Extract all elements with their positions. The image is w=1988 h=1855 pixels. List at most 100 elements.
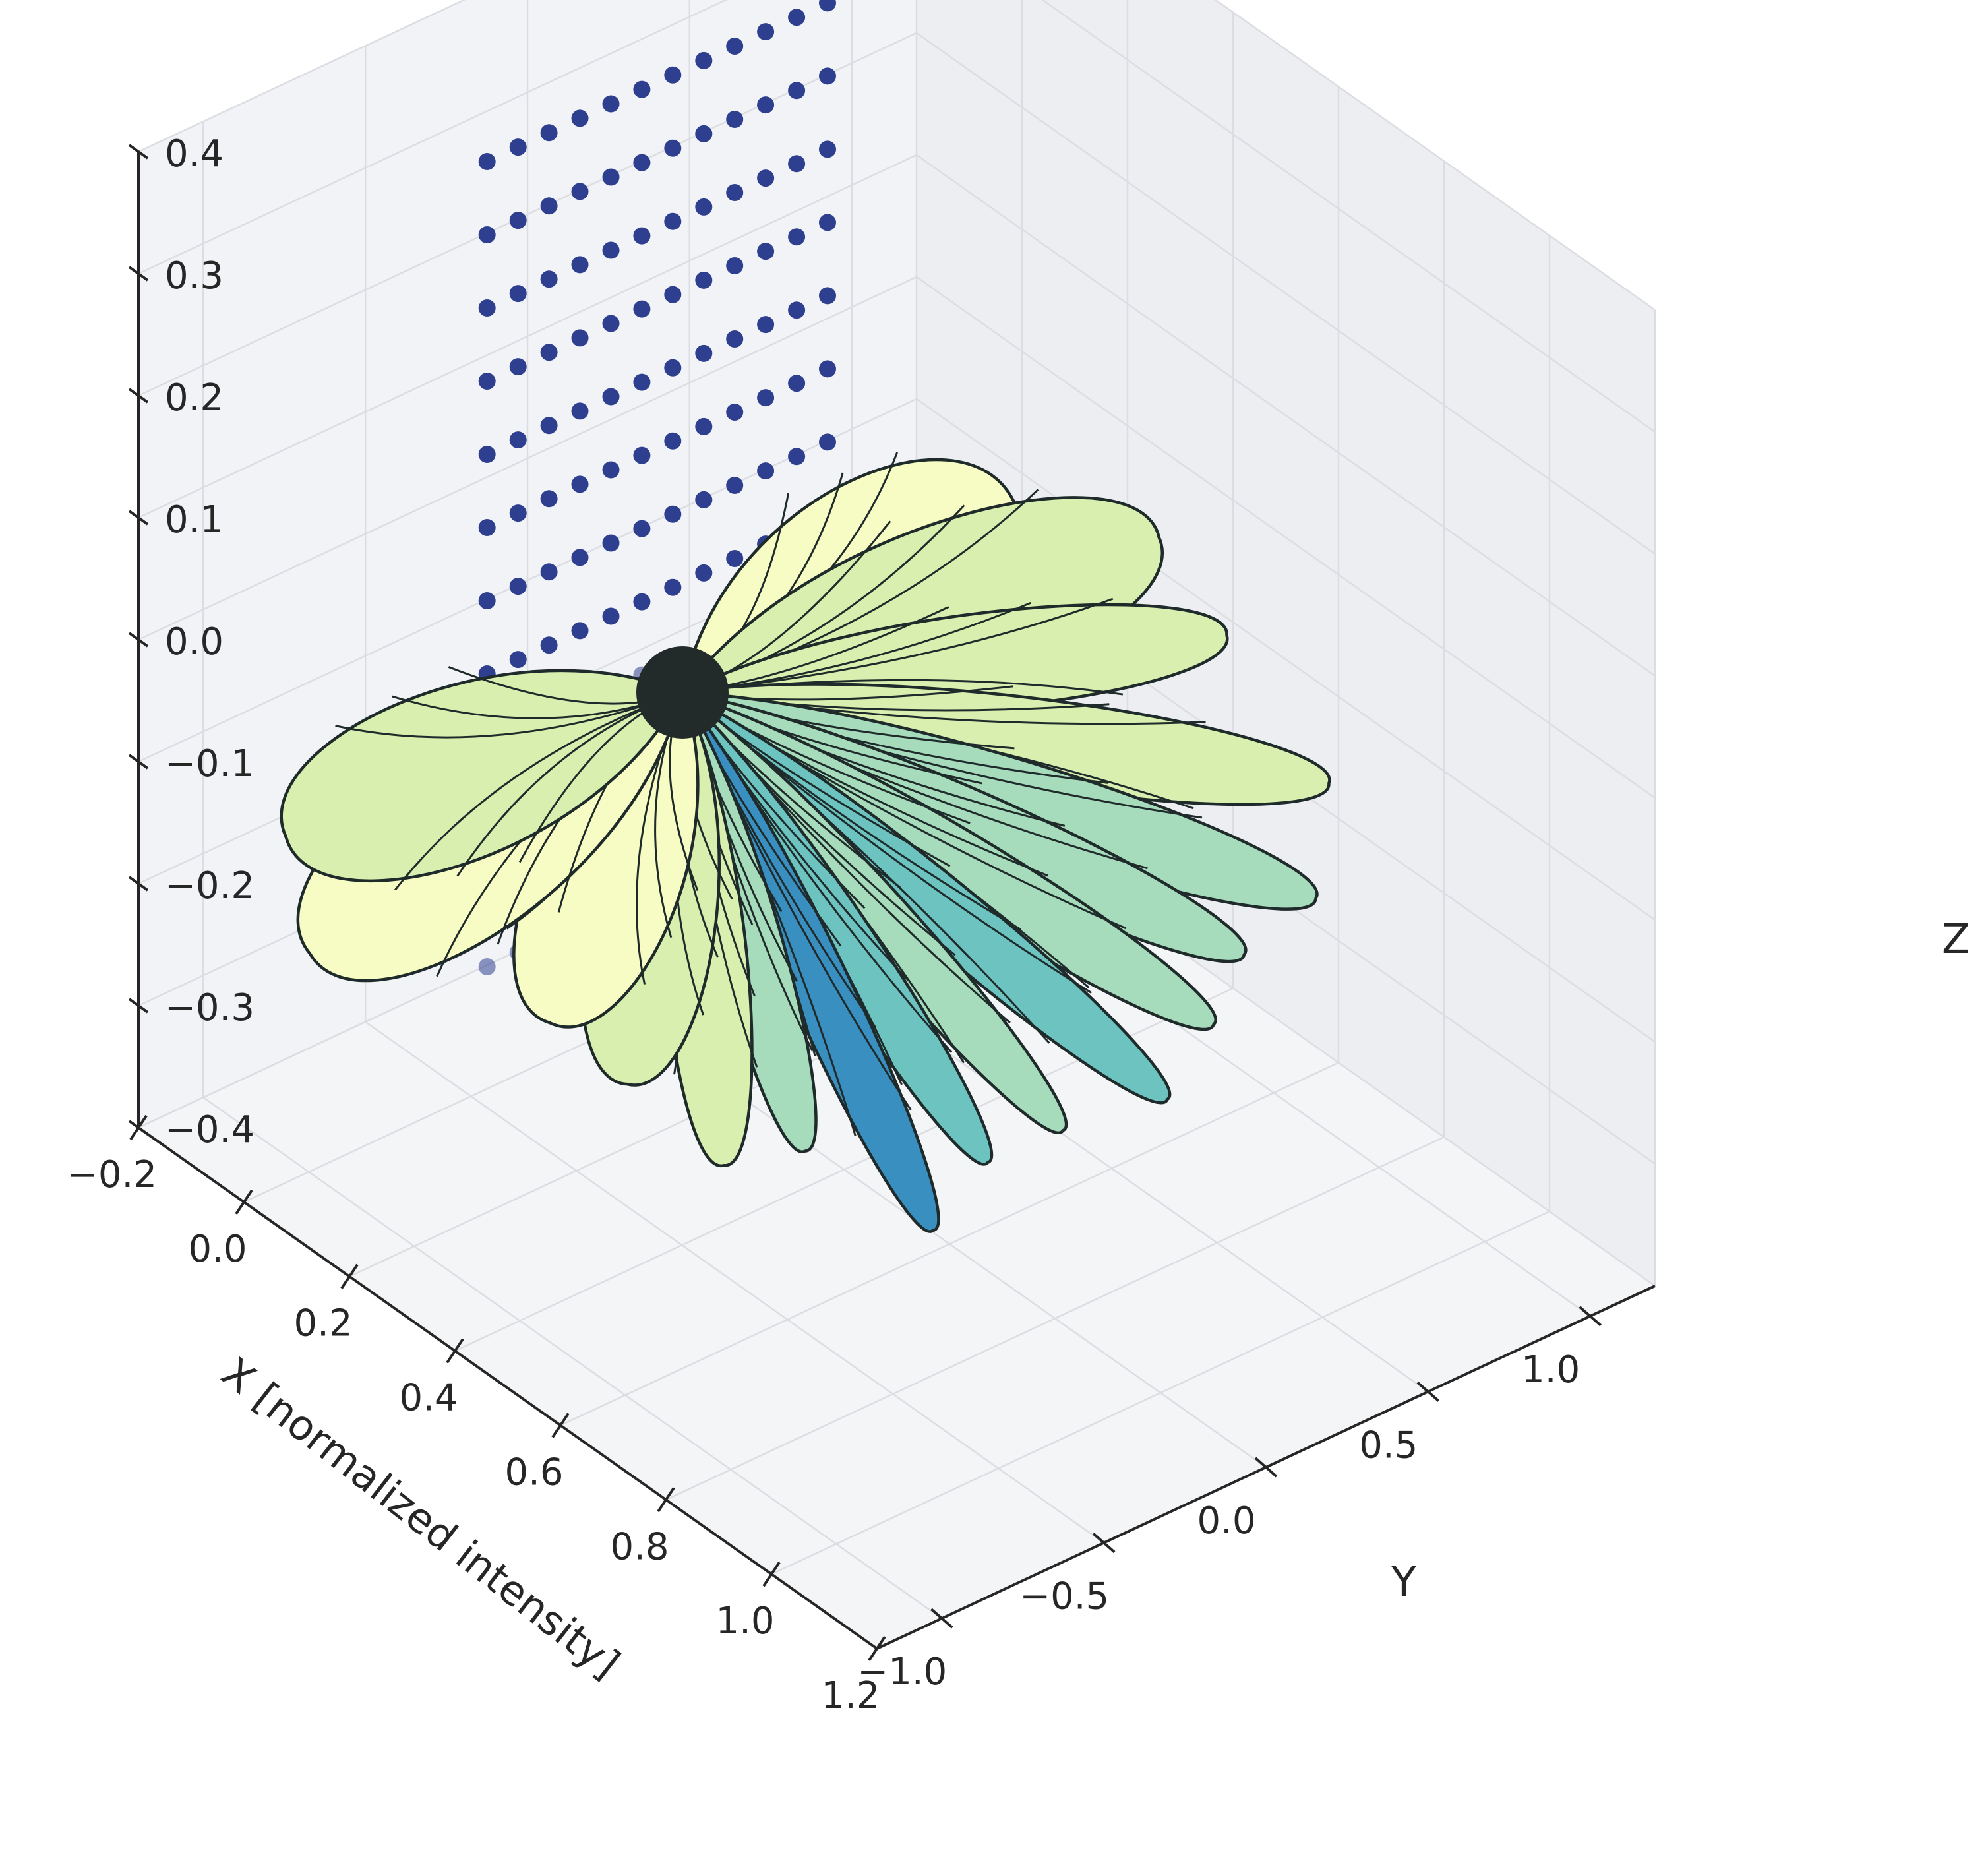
y-axis-label: Y (1391, 1558, 1416, 1606)
lobe-rib (682, 597, 1114, 694)
x-tick-label: 0.6 (504, 1451, 563, 1494)
z-tick-label: −0.4 (165, 1109, 255, 1151)
scatter-point (478, 958, 496, 975)
x-tick-label: 0.2 (293, 1302, 352, 1345)
scatter-point (571, 109, 589, 127)
z-gridline (138, 276, 1656, 799)
z-tick-label: 0.4 (165, 133, 224, 175)
scatter-point (757, 96, 775, 114)
scatter-point (664, 139, 682, 157)
scatter-point (695, 125, 713, 142)
scatter-point (509, 285, 527, 303)
scatter-point (509, 358, 527, 376)
scatter-point (602, 241, 620, 259)
x-tick (446, 1338, 464, 1364)
z-gridline (138, 154, 1656, 677)
scatter-point (602, 168, 620, 186)
scatter-point (540, 344, 558, 361)
scatter-point (478, 592, 496, 609)
scatter-point (695, 344, 713, 362)
scatter-point (819, 0, 836, 12)
scatter-point (757, 316, 775, 334)
scatter-point (571, 183, 589, 200)
y-tick-label: 0.0 (1197, 1500, 1255, 1542)
z-tick (128, 144, 149, 160)
scatter-point (757, 389, 775, 407)
scatter-point (757, 243, 775, 260)
scatter-point (664, 432, 682, 450)
scatter-point (571, 622, 589, 640)
z-tick-label: 0.3 (165, 255, 224, 297)
scatter-point (664, 505, 682, 523)
y-tick-label: −1.0 (857, 1651, 947, 1693)
scatter-point (540, 197, 558, 215)
scatter-point (540, 636, 558, 654)
scatter-point (819, 67, 836, 85)
scatter-point (664, 359, 682, 377)
scatter-point (571, 329, 589, 347)
z-tick-label: 0.1 (165, 499, 224, 541)
y-tick-label: 1.0 (1521, 1349, 1580, 1391)
x-tick-label: −0.2 (67, 1153, 157, 1196)
scatter-point (726, 404, 744, 421)
y-tick (1254, 1457, 1278, 1478)
lobe-rib (335, 691, 683, 739)
y-tick (930, 1608, 953, 1629)
z-tick-label: −0.3 (165, 987, 255, 1029)
x-tick (868, 1635, 886, 1662)
x-tick-label: 1.2 (821, 1674, 880, 1717)
scatter-point (819, 140, 836, 158)
scatter-point (633, 154, 651, 171)
scatter-point (540, 563, 558, 581)
scatter-point (478, 226, 496, 243)
scatter-point (509, 212, 527, 229)
scatter-point (540, 490, 558, 508)
scatter-point (571, 256, 589, 274)
scatter-point (757, 23, 775, 41)
z-tick (128, 266, 149, 282)
z-axis-label: Z (1942, 915, 1970, 963)
scatter-point (633, 446, 651, 464)
y-tick-label: −0.5 (1019, 1575, 1109, 1618)
scatter-point (478, 519, 496, 536)
scatter-point (695, 491, 713, 508)
scatter-point (664, 212, 682, 230)
scatter-point (695, 271, 713, 289)
scatter-point (633, 227, 651, 245)
scatter-point (726, 38, 744, 55)
scatter-point (819, 433, 836, 451)
x-tick (340, 1263, 359, 1289)
x-tick-label: 0.0 (188, 1228, 247, 1271)
scatter-point (726, 330, 744, 348)
scatter-point (478, 373, 496, 390)
scatter-point (602, 95, 620, 113)
y-tick-label: 0.5 (1359, 1424, 1418, 1467)
z-gridline (138, 398, 1656, 921)
scatter-point (602, 534, 620, 552)
scatter-point (788, 301, 806, 319)
scatter-point (726, 550, 744, 567)
scatter-point (633, 520, 651, 537)
lobe-shape (280, 669, 684, 882)
z-tick-label: 0.0 (165, 621, 224, 663)
scatter-point (478, 446, 496, 463)
z-tick (128, 510, 149, 526)
scatter-point (602, 607, 620, 625)
x-tick (551, 1413, 570, 1438)
z-tick-label: 0.2 (165, 377, 224, 419)
x-tick-label: 1.0 (715, 1600, 774, 1643)
scatter-point (788, 9, 806, 26)
scatter-point (788, 155, 806, 173)
scatter-point (726, 111, 744, 128)
scatter-point (788, 228, 806, 246)
scatter-point (540, 417, 558, 435)
y-tick (1092, 1533, 1116, 1554)
scatter-point (633, 80, 651, 98)
scatter-point (726, 477, 744, 494)
scatter-point (602, 461, 620, 479)
x-axis-line (137, 1126, 878, 1650)
z-gridline (138, 0, 1656, 433)
x-tick (657, 1487, 675, 1513)
radiation-lobes (280, 452, 1331, 1233)
scatter-point (571, 402, 589, 420)
